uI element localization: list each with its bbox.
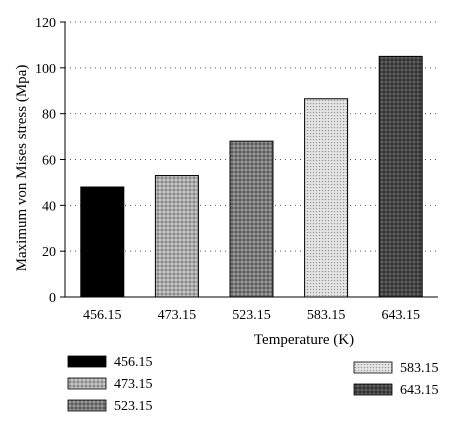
y-tick-label: 60: [42, 154, 56, 169]
legend-item: 456.15: [67, 355, 153, 370]
legend: 456.15 473.15 523.15 583.15 643.15: [67, 355, 439, 414]
legend-item: 523.15: [67, 399, 153, 414]
x-tick-label: 583.15: [307, 308, 346, 323]
x-tick-label: 523.15: [232, 308, 271, 323]
bar-523-15: [229, 140, 274, 298]
y-tick-label: 20: [42, 245, 56, 260]
x-tick-label: 473.15: [158, 308, 197, 323]
legend-swatch: [353, 383, 393, 396]
x-axis-title: Temperature (K): [254, 332, 354, 348]
x-ticks: 456.15 473.15 523.15 583.15 643.15: [83, 308, 420, 323]
y-axis-title: Maximum von Mises stress (Mpa): [14, 65, 30, 272]
y-tick-label: 80: [42, 108, 56, 123]
y-tick-label: 100: [35, 62, 56, 77]
x-tick-label: 643.15: [381, 308, 420, 323]
legend-swatch: [67, 399, 107, 412]
bar-583-15: [304, 98, 349, 298]
legend-item: 643.15: [353, 383, 439, 398]
y-tick-label: 120: [35, 16, 56, 31]
legend-label: 643.15: [400, 383, 439, 398]
bar-473-15: [154, 175, 199, 298]
x-tick-label: 456.15: [83, 308, 122, 323]
bar-643-15: [378, 55, 423, 298]
legend-item: 583.15: [353, 361, 439, 376]
legend-label: 456.15: [114, 355, 153, 370]
bars: [80, 55, 423, 298]
legend-label: 523.15: [114, 399, 153, 414]
legend-label: 583.15: [400, 361, 439, 376]
legend-swatch: [67, 377, 107, 390]
bar-456-15: [80, 186, 125, 298]
legend-label: 473.15: [114, 377, 153, 392]
legend-swatch: [353, 361, 393, 374]
y-tick-label: 40: [42, 199, 56, 214]
y-ticks: 0 20 40 60 80 100 120: [35, 16, 65, 306]
y-tick-label: 0: [49, 291, 56, 306]
legend-item: 473.15: [67, 377, 153, 392]
gridlines: [65, 21, 438, 252]
legend-swatch: [67, 355, 107, 368]
